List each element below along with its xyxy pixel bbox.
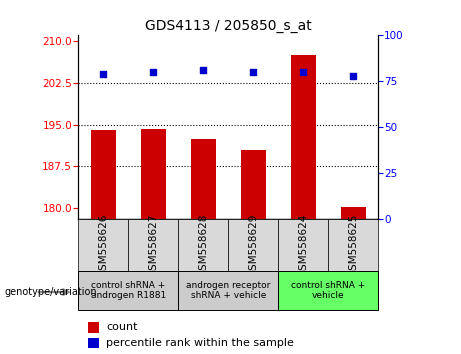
Bar xyxy=(141,129,166,219)
Bar xyxy=(178,219,228,271)
Point xyxy=(150,69,157,75)
Text: control shRNA +
vehicle: control shRNA + vehicle xyxy=(291,281,365,300)
Text: GSM558625: GSM558625 xyxy=(348,213,358,277)
Bar xyxy=(290,55,316,219)
Text: GSM558626: GSM558626 xyxy=(98,213,108,277)
Title: GDS4113 / 205850_s_at: GDS4113 / 205850_s_at xyxy=(145,19,312,33)
Bar xyxy=(228,219,278,271)
Point xyxy=(349,73,357,79)
Text: percentile rank within the sample: percentile rank within the sample xyxy=(106,338,294,348)
Bar xyxy=(78,271,178,310)
Bar xyxy=(341,207,366,219)
Text: genotype/variation: genotype/variation xyxy=(5,287,97,297)
Bar xyxy=(178,271,278,310)
Bar xyxy=(278,271,378,310)
Point xyxy=(300,69,307,75)
Text: GSM558628: GSM558628 xyxy=(198,213,208,277)
Bar xyxy=(191,139,216,219)
Text: GSM558629: GSM558629 xyxy=(248,213,258,277)
Text: control shRNA +
androgen R1881: control shRNA + androgen R1881 xyxy=(91,281,166,300)
Text: GSM558627: GSM558627 xyxy=(148,213,158,277)
Bar xyxy=(128,219,178,271)
Text: count: count xyxy=(106,322,137,332)
Bar xyxy=(78,219,128,271)
Bar xyxy=(328,219,378,271)
Bar xyxy=(278,219,328,271)
Point xyxy=(200,68,207,73)
Text: androgen receptor
shRNA + vehicle: androgen receptor shRNA + vehicle xyxy=(186,281,271,300)
Bar xyxy=(241,150,266,219)
Point xyxy=(100,71,107,77)
Bar xyxy=(91,130,116,219)
Point xyxy=(249,69,257,75)
Text: GSM558624: GSM558624 xyxy=(298,213,308,277)
